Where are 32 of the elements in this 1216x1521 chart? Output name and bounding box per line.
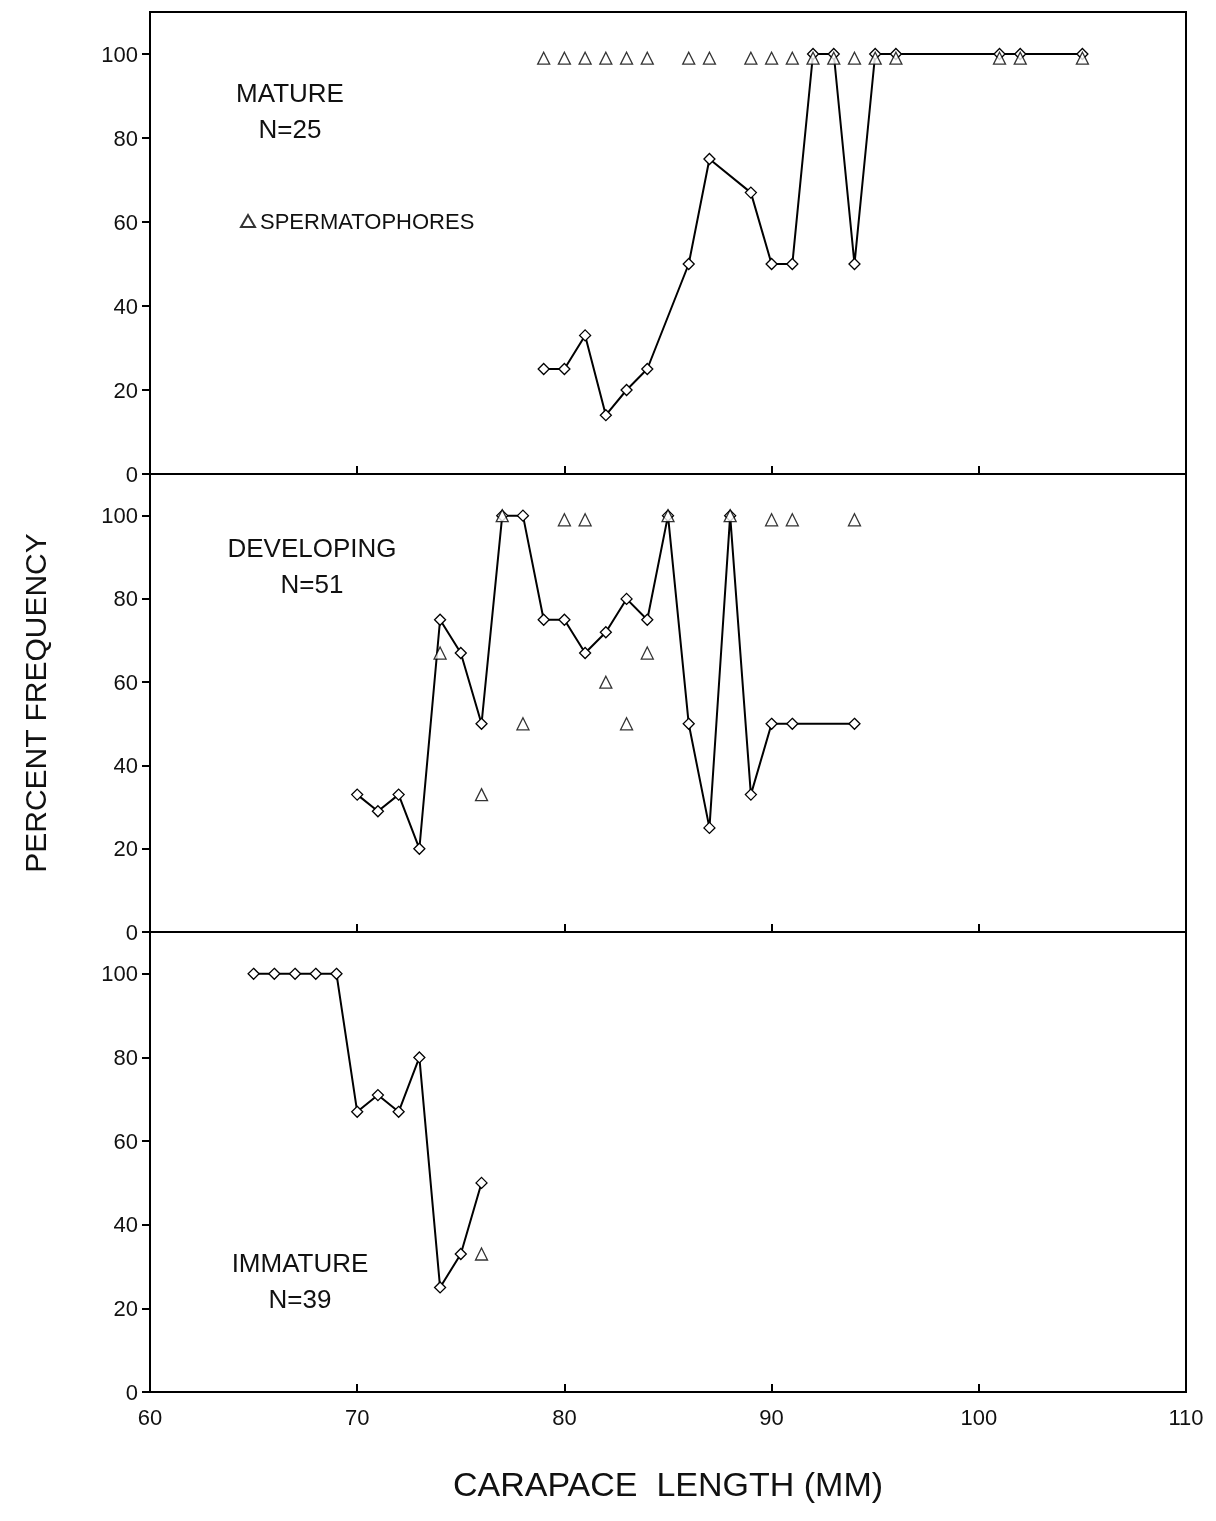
x-tick-label: 110: [1168, 1404, 1204, 1430]
x-tick-label: 70: [344, 1404, 370, 1430]
annotation: DEVELOPING: [227, 533, 397, 563]
y-tick-label: 20: [113, 1295, 138, 1321]
annotation: IMMATURE: [231, 1248, 369, 1278]
y-tick-label: 20: [113, 377, 138, 403]
annotation: N=39: [268, 1284, 332, 1314]
y-tick-label: 40: [113, 1212, 138, 1238]
y-tick-label: 20: [113, 836, 138, 862]
y-tick-label: 100: [101, 41, 138, 67]
y-tick-label: 60: [113, 669, 138, 695]
y-tick-label: 80: [113, 125, 138, 151]
y-tick-label: 40: [113, 293, 138, 319]
x-axis-title: CARAPACE LENGTH (MM): [452, 1465, 884, 1503]
y-tick-label: 40: [113, 752, 138, 778]
annotation: N=51: [280, 569, 344, 599]
legend-label: SPERMATOPHORES: [260, 208, 475, 234]
y-tick-label: 0: [125, 461, 138, 487]
y-tick-label: 80: [113, 1044, 138, 1070]
y-tick-label: 100: [101, 503, 138, 529]
y-tick-label: 100: [101, 961, 138, 987]
annotation: MATURE: [236, 78, 344, 108]
annotation: N=25: [258, 114, 322, 144]
x-tick-label: 80: [552, 1404, 577, 1430]
y-axis-title: PERCENT FREQUENCY: [18, 533, 52, 873]
x-tick-label: 90: [759, 1404, 784, 1430]
y-tick-label: 0: [125, 1379, 138, 1405]
y-tick-label: 60: [113, 209, 138, 235]
y-tick-label: 0: [125, 919, 138, 945]
x-tick-label: 100: [960, 1404, 998, 1430]
y-tick-label: 60: [113, 1128, 138, 1154]
y-tick-label: 80: [113, 586, 138, 612]
